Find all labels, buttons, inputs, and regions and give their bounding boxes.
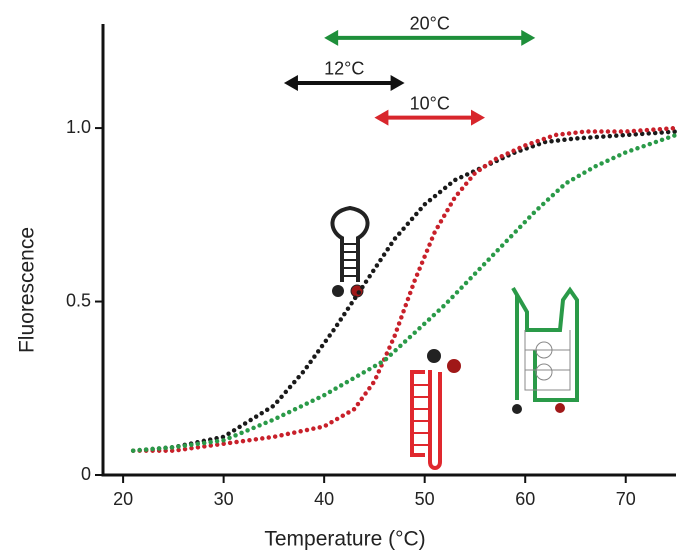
x-tick-label: 50 bbox=[415, 489, 435, 509]
y-tick-label: 0.5 bbox=[66, 290, 91, 310]
data-line bbox=[130, 129, 678, 453]
x-tick-label: 70 bbox=[616, 489, 636, 509]
x-tick-label: 30 bbox=[214, 489, 234, 509]
annotation-label: 12°C bbox=[324, 59, 364, 79]
y-tick-label: 0 bbox=[81, 464, 91, 484]
y-axis-label: Fluorescence bbox=[16, 227, 39, 353]
y-tick-label: 1.0 bbox=[66, 117, 91, 137]
x-tick-label: 20 bbox=[113, 489, 133, 509]
hairpin-icon-black bbox=[330, 205, 370, 298]
x-tick-label: 60 bbox=[515, 489, 535, 509]
data-line bbox=[130, 125, 678, 453]
arrow-head bbox=[471, 109, 485, 126]
annotation-label: 20°C bbox=[410, 14, 450, 34]
quadruplex-icon-green bbox=[511, 286, 579, 414]
annotation-label: 10°C bbox=[410, 93, 450, 113]
arrow-head bbox=[521, 29, 536, 46]
data-line bbox=[130, 132, 678, 453]
x-axis-label: Temperature (°C) bbox=[264, 528, 425, 551]
hairpin-icon-red bbox=[410, 349, 461, 470]
arrow-head bbox=[283, 74, 298, 91]
arrow-head bbox=[324, 29, 339, 46]
arrow-head bbox=[390, 74, 405, 91]
arrow-head bbox=[374, 109, 389, 126]
x-tick-label: 40 bbox=[314, 489, 334, 509]
